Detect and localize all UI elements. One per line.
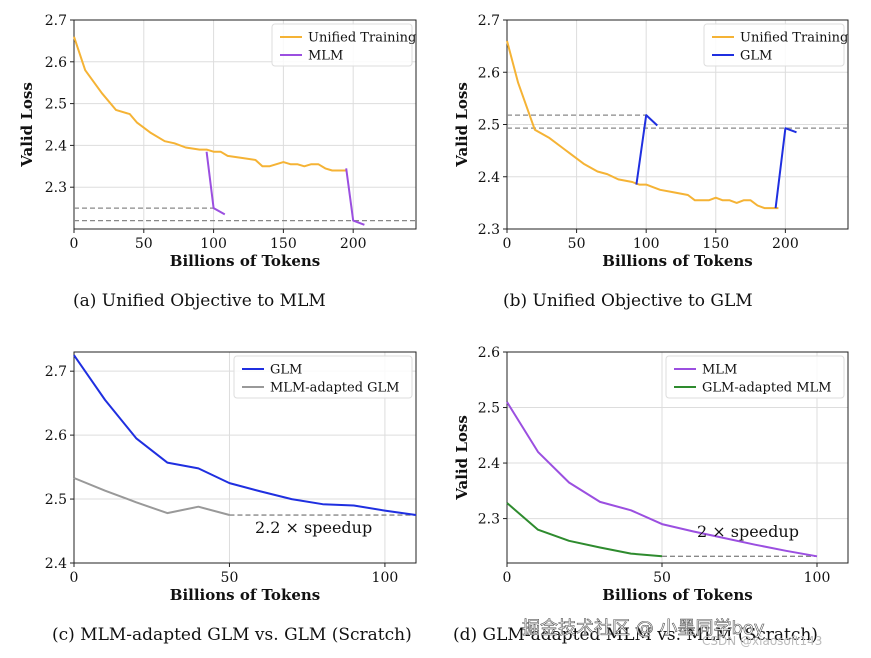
y-tick-label: 2.6 — [45, 428, 67, 444]
series-line-mlm — [205, 151, 226, 216]
x-tick-label: 100 — [372, 570, 399, 586]
series-line-mlm — [345, 168, 365, 226]
x-tick-label: 150 — [270, 236, 297, 252]
y-tick-label: 2.4 — [478, 456, 500, 472]
x-tick-label: 0 — [503, 236, 512, 252]
legend-entry: Unified Training — [308, 31, 416, 46]
legend-entry: MLM — [308, 49, 343, 64]
series-line-glm-adapted-mlm — [506, 502, 663, 558]
x-tick-label: 100 — [200, 236, 227, 252]
x-axis-label: Billions of Tokens — [170, 586, 320, 604]
watermark-sub: CSDN @xiaosoft143 — [702, 634, 822, 648]
y-tick-label: 2.6 — [478, 65, 500, 81]
y-tick-label: 2.4 — [45, 556, 67, 572]
panel-caption: (d) GLM-adapted MLM vs. MLM (Scratch) — [453, 625, 818, 645]
x-tick-label: 50 — [568, 236, 586, 252]
legend-entry: MLM-adapted GLM — [270, 381, 400, 396]
x-tick-label: 200 — [772, 236, 799, 252]
y-tick-label: 2.7 — [478, 13, 500, 29]
series-line-glm — [73, 354, 417, 516]
watermark-main: 掘金技术社区 @ 小墨同学boy — [522, 618, 765, 639]
x-tick-label: 0 — [70, 570, 79, 586]
x-axis-label: Billions of Tokens — [170, 252, 320, 270]
panel-b: 0 50 100 150 200 2.3 2.4 2.5 2.6 2.7 Billions of T… — [453, 13, 849, 311]
axes-frame — [73, 19, 417, 230]
axes-frame — [506, 351, 849, 564]
y-tick-label: 2.4 — [45, 138, 67, 154]
x-tick-label: 100 — [633, 236, 660, 252]
x-axis-label: Billions of Tokens — [602, 586, 752, 604]
y-tick-label: 2.6 — [478, 345, 500, 361]
y-axis-label: Valid Loss — [18, 82, 36, 168]
series-line-glm — [774, 127, 797, 209]
x-tick-label: 200 — [340, 236, 367, 252]
y-axis-label: Valid Loss — [453, 415, 471, 501]
legend-entry: GLM — [740, 49, 772, 64]
legend-entry: Unified Training — [740, 31, 848, 46]
y-tick-label: 2.6 — [45, 55, 67, 71]
y-tick-label: 2.4 — [478, 170, 500, 186]
series-line-glm — [635, 114, 658, 185]
panel-d: 0 50 100 2.3 2.4 2.5 2.6 Billions of Tokens Vali… — [453, 345, 849, 645]
panel-c: 0 50 100 2.4 2.5 2.6 2.7 Billions of Tokens GLM M… — [45, 351, 417, 645]
legend-entry: GLM — [270, 363, 302, 378]
legend-entry: MLM — [702, 363, 737, 378]
x-tick-label: 0 — [70, 236, 79, 252]
y-tick-label: 2.7 — [45, 13, 67, 29]
y-tick-label: 2.5 — [478, 401, 500, 417]
x-tick-label: 50 — [135, 236, 153, 252]
panel-caption: (c) MLM-adapted GLM vs. GLM (Scratch) — [52, 625, 412, 645]
series-line-unified-training — [506, 40, 779, 210]
y-tick-label: 2.5 — [45, 97, 67, 113]
panel-caption: (a) Unified Objective to MLM — [73, 291, 326, 311]
panel-a: 0 50 100 150 200 2.3 2.4 2.5 2.6 2.7 Billions of T… — [18, 13, 417, 311]
y-tick-label: 2.3 — [478, 512, 500, 528]
speedup-annotation: 2 × speedup — [697, 522, 799, 541]
legend-box — [665, 355, 845, 399]
series-line-mlm-adapted-glm — [73, 477, 230, 516]
y-tick-label: 2.3 — [45, 180, 67, 196]
x-axis-label: Billions of Tokens — [602, 252, 752, 270]
series-line-mlm — [506, 401, 818, 558]
y-tick-label: 2.3 — [478, 222, 500, 238]
legend-entry: GLM-adapted MLM — [702, 381, 832, 396]
x-tick-label: 150 — [702, 236, 729, 252]
speedup-annotation: 2.2 × speedup — [255, 518, 372, 537]
legend-box — [271, 23, 413, 67]
axes-frame — [73, 351, 417, 564]
series-line-unified-training — [73, 36, 347, 172]
y-tick-label: 2.5 — [478, 118, 500, 134]
y-tick-label: 2.5 — [45, 492, 67, 508]
x-tick-label: 100 — [804, 570, 831, 586]
x-tick-label: 50 — [653, 570, 671, 586]
legend-box — [233, 355, 413, 399]
panel-caption: (b) Unified Objective to GLM — [503, 291, 753, 311]
y-axis-label: Valid Loss — [453, 82, 471, 168]
x-tick-label: 50 — [221, 570, 239, 586]
y-tick-label: 2.7 — [45, 364, 67, 380]
x-tick-label: 0 — [503, 570, 512, 586]
legend-box — [703, 23, 845, 67]
